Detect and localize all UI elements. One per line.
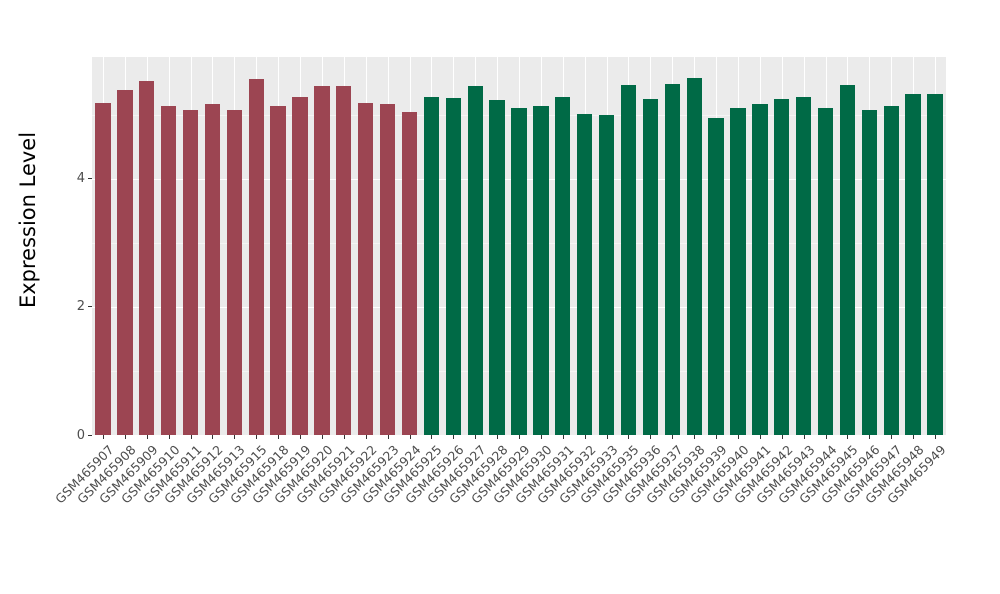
y-axis-title-text: Expression Level	[16, 131, 41, 309]
x-axis-tick-mark	[497, 435, 498, 439]
bar[interactable]	[774, 98, 790, 435]
x-axis-tick-mark	[585, 435, 586, 439]
x-axis-tick-mark	[344, 435, 345, 439]
x-axis-tick-mark	[913, 435, 914, 439]
plot-panel	[92, 57, 946, 435]
y-axis-tick-mark	[88, 306, 92, 308]
bar[interactable]	[379, 103, 396, 435]
y-axis-tick-label: 2	[76, 299, 85, 315]
x-axis-tick-mark	[672, 435, 673, 439]
bar[interactable]	[642, 99, 659, 435]
bar[interactable]	[686, 77, 702, 435]
bar[interactable]	[555, 96, 571, 435]
bar[interactable]	[577, 114, 593, 435]
bar[interactable]	[204, 103, 221, 435]
bar-series	[92, 57, 946, 435]
x-axis-tick-mark	[628, 435, 629, 439]
x-axis-tick-mark	[300, 435, 301, 439]
x-axis-tick-mark	[147, 435, 148, 439]
x-axis-tick-mark	[891, 435, 892, 439]
y-axis-tick: 2	[76, 299, 92, 315]
x-axis-tick-mark	[234, 435, 235, 439]
bar[interactable]	[182, 110, 199, 435]
x-axis-tick-mark	[169, 435, 170, 439]
x-axis-tick-mark	[453, 435, 454, 439]
bar[interactable]	[248, 79, 264, 435]
x-axis-tick-mark	[191, 435, 192, 439]
bar[interactable]	[883, 105, 899, 435]
bar[interactable]	[139, 81, 155, 435]
bar[interactable]	[861, 109, 878, 435]
bar[interactable]	[817, 107, 834, 435]
bar[interactable]	[358, 103, 374, 435]
y-axis: 0 2 4	[56, 57, 92, 443]
bar[interactable]	[598, 115, 615, 435]
x-axis-tick-mark	[519, 435, 520, 439]
y-axis-tick-mark	[88, 178, 92, 180]
x-axis-tick-mark	[869, 435, 870, 439]
y-axis-tick-mark	[88, 434, 92, 436]
x-axis-tick-mark	[760, 435, 761, 439]
bar[interactable]	[839, 85, 856, 435]
x-axis-tick-mark	[607, 435, 608, 439]
x-axis-tick-mark	[716, 435, 717, 439]
y-axis-title: Expression Level	[0, 0, 56, 440]
x-axis-tick-mark	[322, 435, 323, 439]
x-axis: GSM465907 GSM465908 GSM465909 GSM465910 GSM4…	[52, 435, 949, 580]
bar[interactable]	[336, 86, 352, 435]
bar[interactable]	[467, 86, 483, 435]
bar[interactable]	[160, 105, 177, 435]
x-axis-tick-mark	[935, 435, 936, 439]
y-axis-tick-label: 4	[76, 171, 85, 187]
x-axis-tick-mark	[431, 435, 432, 439]
bar[interactable]	[905, 93, 921, 435]
x-axis-tick-mark	[256, 435, 257, 439]
x-axis-tick-mark	[212, 435, 213, 439]
x-axis-tick-mark	[541, 435, 542, 439]
bar[interactable]	[927, 93, 943, 435]
bar[interactable]	[401, 112, 418, 435]
bar[interactable]	[445, 98, 461, 435]
bar[interactable]	[664, 83, 680, 435]
y-axis-tick-label: 0	[76, 427, 85, 443]
x-axis-tick-mark	[650, 435, 651, 439]
bar[interactable]	[117, 90, 133, 435]
bar[interactable]	[533, 105, 549, 435]
x-axis-tick-mark	[804, 435, 805, 439]
x-axis-tick-mark	[782, 435, 783, 439]
bar[interactable]	[489, 99, 505, 435]
chart-root: Expression Level 0 2 4 GSM465907 GSM465908 G…	[0, 0, 949, 580]
bar[interactable]	[314, 86, 330, 435]
y-axis-tick: 0	[76, 427, 92, 443]
bar[interactable]	[620, 85, 637, 435]
x-axis-tick-mark	[475, 435, 476, 439]
x-axis-tick-mark	[366, 435, 367, 439]
x-axis-tick-mark	[278, 435, 279, 439]
x-axis-tick-mark	[694, 435, 695, 439]
x-axis-tick-mark	[410, 435, 411, 439]
x-axis-tick-mark	[103, 435, 104, 439]
bar[interactable]	[292, 97, 308, 435]
x-axis-tick-mark	[826, 435, 827, 439]
bar[interactable]	[730, 107, 746, 435]
x-axis-tick-mark	[563, 435, 564, 439]
bar[interactable]	[270, 106, 286, 435]
bar[interactable]	[796, 97, 812, 435]
bar[interactable]	[708, 117, 724, 435]
bar[interactable]	[95, 103, 111, 435]
x-axis-tick-mark	[738, 435, 739, 439]
bar[interactable]	[511, 108, 527, 435]
bar[interactable]	[752, 103, 768, 435]
x-axis-tick-mark	[388, 435, 389, 439]
bar[interactable]	[423, 97, 440, 435]
bar[interactable]	[226, 110, 242, 435]
y-axis-tick: 4	[76, 171, 92, 187]
x-axis-tick-mark	[847, 435, 848, 439]
x-axis-tick-mark	[125, 435, 126, 439]
